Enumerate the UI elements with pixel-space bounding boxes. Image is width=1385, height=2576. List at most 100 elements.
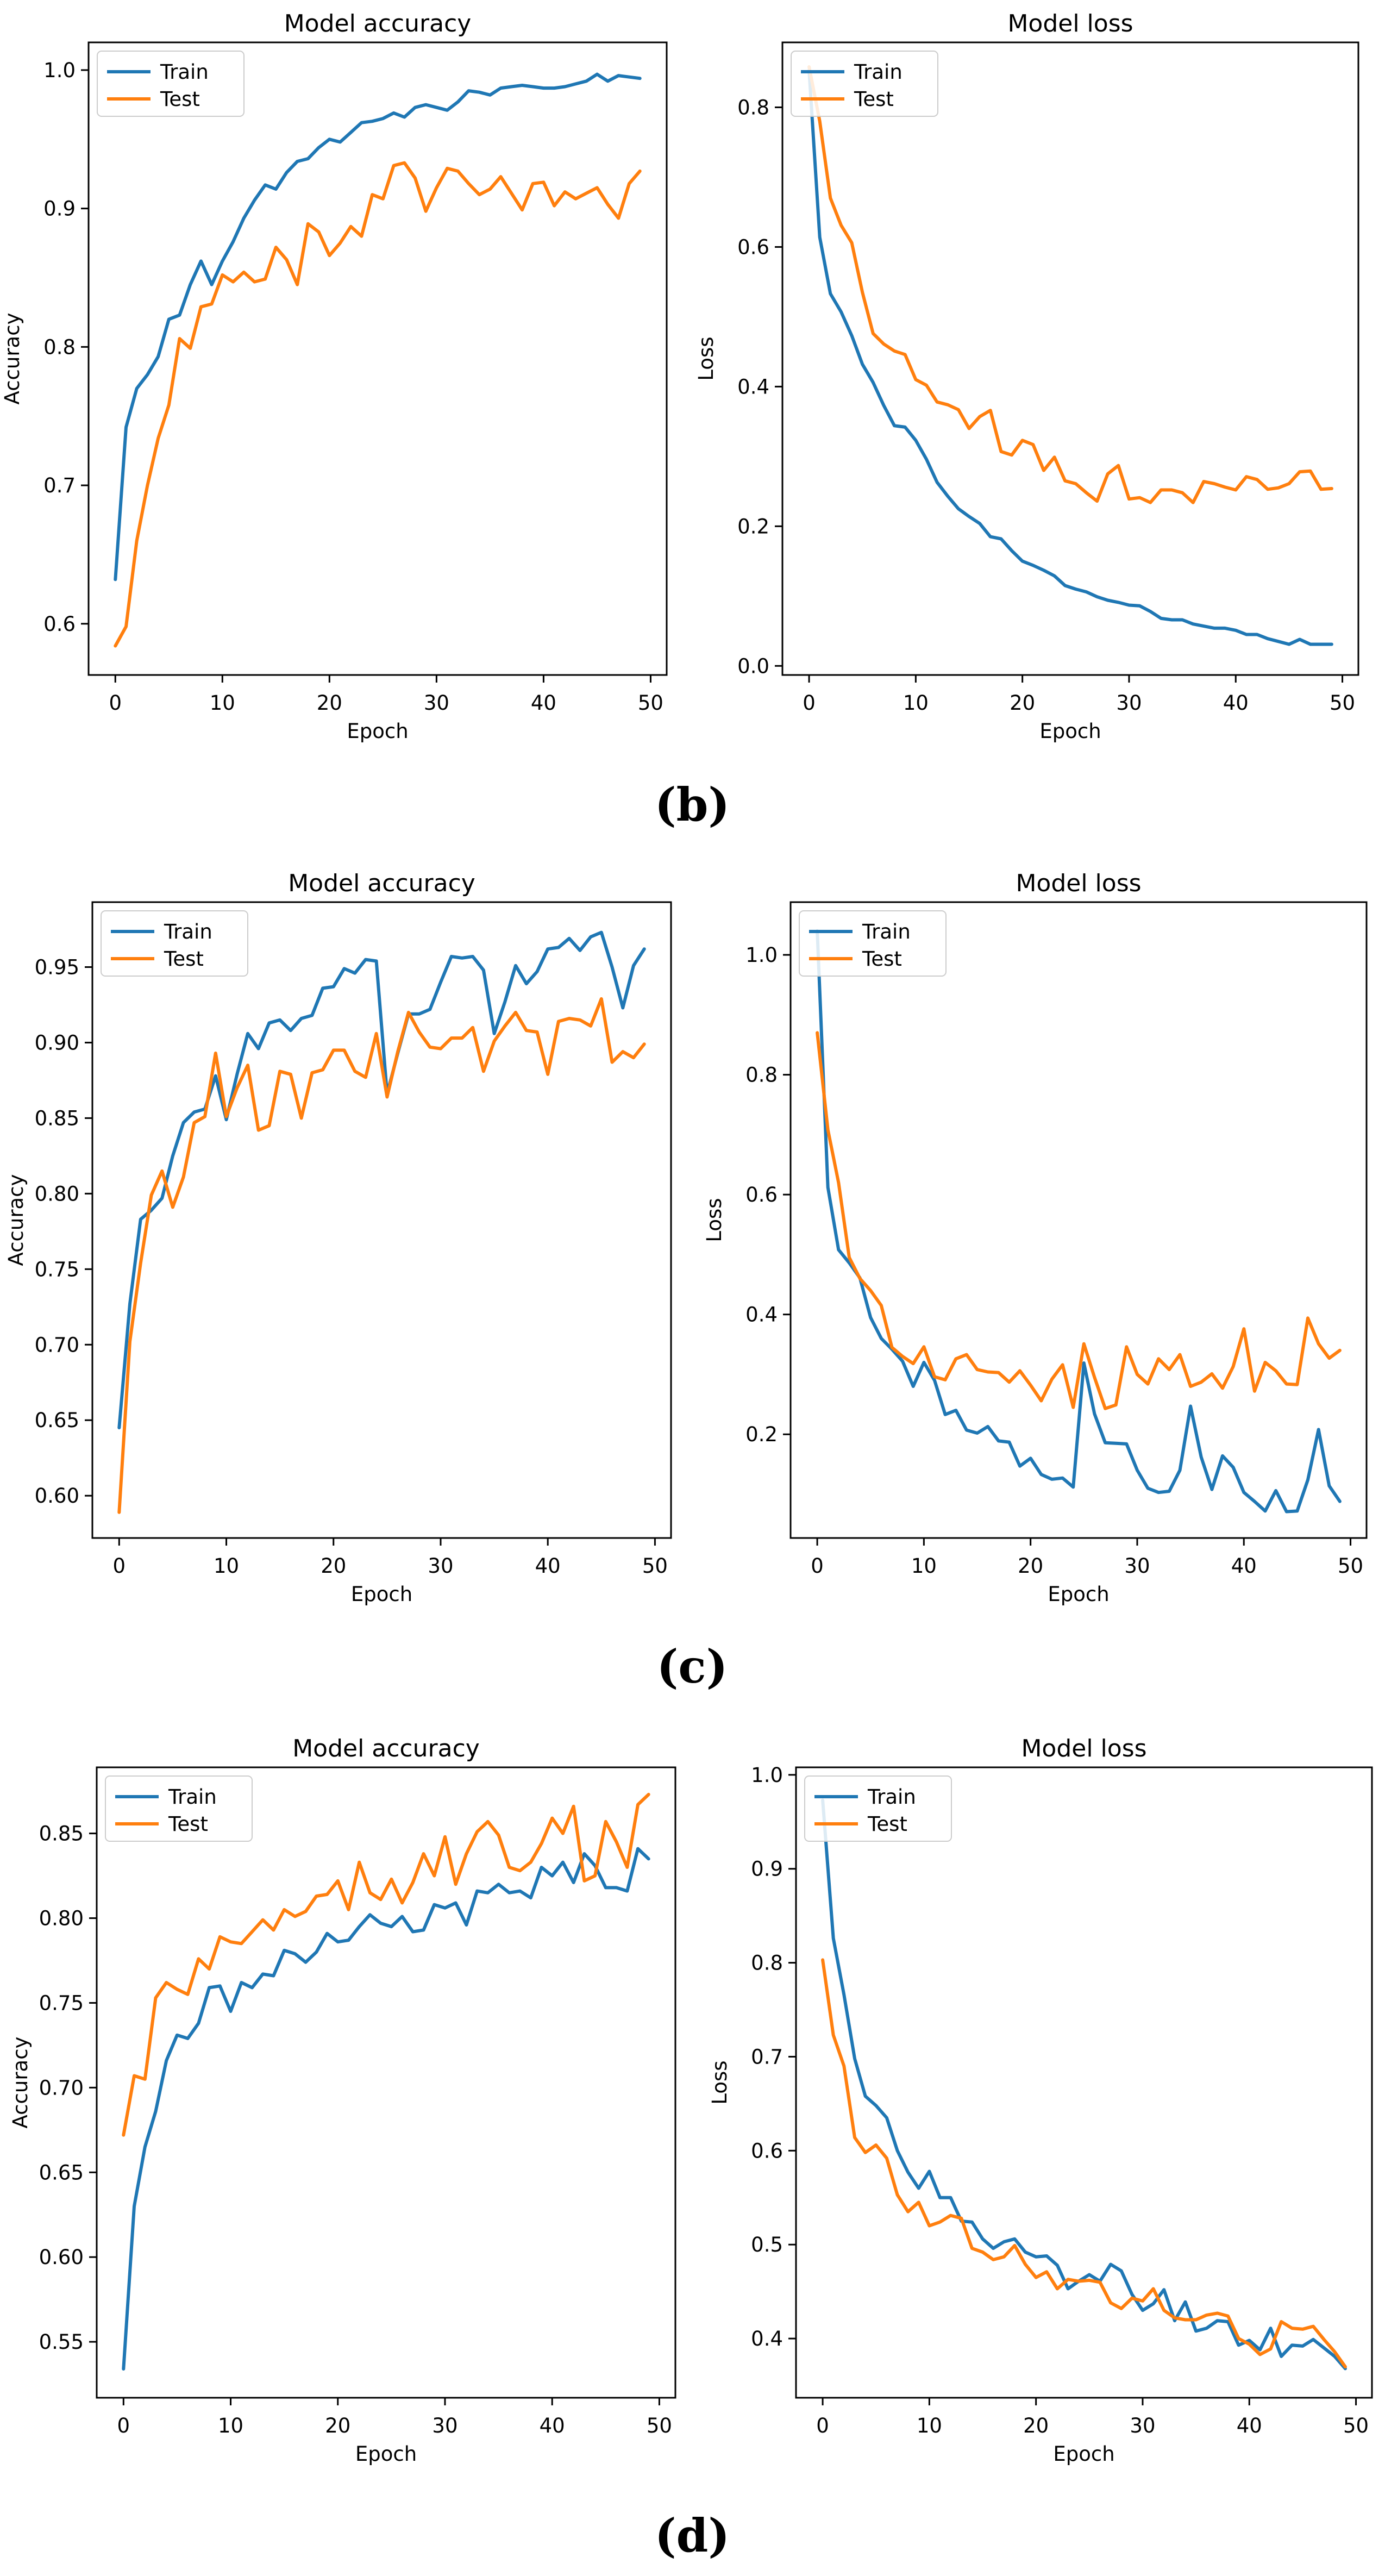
legend: Train Test — [105, 1775, 253, 1842]
y-tick-label: 0.90 — [35, 1031, 79, 1054]
x-tick-label: 10 — [210, 691, 235, 715]
chart-2: 0 10 20 30 40 50 0.0 0.2 0.4 0.6 0.8 Model loss Epoc… — [694, 10, 1359, 743]
x-tick-label: 50 — [1338, 1554, 1363, 1578]
y-axis-label: Loss — [694, 336, 718, 380]
y-tick-label: 0.80 — [35, 1182, 79, 1205]
chart-title: Model loss — [1016, 870, 1141, 897]
y-tick-label: 0.7 — [751, 2045, 783, 2068]
x-tick-label: 20 — [1023, 2414, 1049, 2437]
series-line-train — [122, 1847, 650, 2371]
series-line-train — [807, 68, 1333, 646]
x-axis-label: Epoch — [1039, 720, 1101, 743]
y-axis-label: Loss — [708, 2060, 731, 2104]
legend-label-test: Test — [164, 947, 204, 971]
y-tick-label: 0.65 — [35, 1409, 79, 1432]
y-tick-label: 0.9 — [43, 197, 76, 221]
x-tick-label: 0 — [117, 2414, 130, 2437]
y-tick-label: 0.8 — [751, 1952, 783, 1975]
charts-layer: 0 10 20 30 40 50 0.6 0.7 0.8 0.9 1.0 Model accuracy… — [1, 10, 1373, 2466]
x-tick-label: 30 — [1116, 691, 1142, 715]
x-tick-label: 50 — [642, 1554, 668, 1578]
x-tick-label: 50 — [647, 2414, 672, 2437]
y-tick-label: 0.60 — [35, 1484, 79, 1508]
y-tick-label: 0.4 — [751, 2327, 783, 2350]
panel-label-d: (d) — [655, 2509, 730, 2562]
chart-1: 0 10 20 30 40 50 0.6 0.7 0.8 0.9 1.0 Model accuracy… — [1, 10, 668, 743]
series-line-test — [114, 161, 642, 648]
y-tick-label: 0.7 — [43, 474, 76, 497]
chart-4: 0 10 20 30 40 50 0.2 0.4 0.6 0.8 1.0 Model loss Epoc… — [703, 870, 1368, 1606]
chart-5: 0 10 20 30 40 50 0.55 0.60 0.65 0.70 0.75 0.80 0.85 M… — [9, 1735, 676, 2466]
y-tick-label: 0.8 — [737, 96, 769, 119]
x-tick-label: 40 — [1237, 2414, 1262, 2437]
series-line-train — [821, 1798, 1347, 2371]
y-tick-label: 0.6 — [751, 2139, 783, 2162]
series-line-test — [122, 1792, 650, 2137]
legend: Train Test — [799, 910, 947, 977]
x-tick-label: 40 — [531, 691, 556, 715]
axes-frame — [789, 901, 1368, 1539]
x-tick-label: 0 — [109, 691, 122, 715]
series-line-train — [114, 72, 642, 582]
x-tick-label: 10 — [218, 2414, 243, 2437]
legend-label-train: Train — [862, 920, 911, 943]
x-tick-label: 0 — [803, 691, 816, 715]
x-axis-label: Epoch — [355, 2442, 417, 2466]
legend: Train Test — [101, 910, 248, 977]
y-tick-label: 0.95 — [35, 956, 79, 979]
x-tick-label: 10 — [917, 2414, 942, 2437]
y-tick-label: 0.0 — [737, 654, 769, 678]
axes-frame — [91, 901, 672, 1539]
x-axis-label: Epoch — [1048, 1583, 1109, 1606]
y-tick-label: 0.6 — [745, 1183, 778, 1206]
y-tick-label: 0.6 — [43, 612, 76, 636]
y-tick-label: 0.8 — [43, 335, 76, 359]
x-tick-label: 30 — [424, 691, 449, 715]
chart-title: Model accuracy — [292, 1735, 480, 1762]
y-tick-label: 0.4 — [737, 375, 769, 398]
legend-label-train: Train — [854, 60, 903, 84]
x-tick-label: 0 — [811, 1554, 824, 1578]
legend-label-test: Test — [862, 947, 902, 971]
x-tick-label: 50 — [1343, 2414, 1369, 2437]
legend: Train Test — [791, 51, 938, 117]
y-tick-label: 0.2 — [745, 1423, 778, 1446]
legend-label-train: Train — [164, 920, 212, 943]
x-tick-label: 10 — [214, 1554, 239, 1578]
x-tick-label: 20 — [1010, 691, 1035, 715]
y-axis-label: Accuracy — [1, 313, 24, 405]
y-axis-label: Accuracy — [4, 1174, 28, 1266]
legend-label-test: Test — [867, 1812, 907, 1836]
y-tick-label: 0.65 — [39, 2161, 84, 2184]
x-tick-label: 40 — [1231, 1554, 1257, 1578]
axes-frame — [96, 1766, 676, 2399]
x-tick-label: 20 — [1018, 1554, 1043, 1578]
x-tick-label: 0 — [816, 2414, 829, 2437]
legend-label-test: Test — [168, 1812, 208, 1836]
y-tick-label: 1.0 — [751, 1764, 783, 1787]
legend-label-train: Train — [160, 60, 209, 84]
series-line-test — [816, 1031, 1342, 1410]
y-tick-label: 0.60 — [39, 2246, 84, 2269]
x-tick-label: 40 — [535, 1554, 561, 1578]
y-tick-label: 0.5 — [751, 2233, 783, 2256]
legend: Train Test — [804, 1775, 952, 1842]
y-tick-label: 0.85 — [39, 1822, 84, 1846]
y-tick-label: 1.0 — [745, 943, 778, 967]
x-tick-label: 20 — [317, 691, 342, 715]
y-tick-label: 0.80 — [39, 1907, 84, 1930]
x-tick-label: 20 — [321, 1554, 346, 1578]
axes-frame — [87, 41, 668, 676]
chart-title: Model loss — [1021, 1735, 1146, 1762]
panel-label-c: (c) — [657, 1640, 728, 1693]
chart-title: Model accuracy — [288, 870, 475, 897]
axes-frame — [795, 1766, 1373, 2399]
x-tick-label: 0 — [113, 1554, 126, 1578]
legend: Train Test — [97, 51, 245, 117]
series-line-test — [821, 1958, 1347, 2368]
x-tick-label: 20 — [325, 2414, 350, 2437]
x-tick-label: 10 — [903, 691, 929, 715]
x-tick-label: 50 — [1330, 691, 1355, 715]
chart-title: Model loss — [1007, 10, 1133, 37]
y-axis-label: Accuracy — [9, 2037, 32, 2129]
